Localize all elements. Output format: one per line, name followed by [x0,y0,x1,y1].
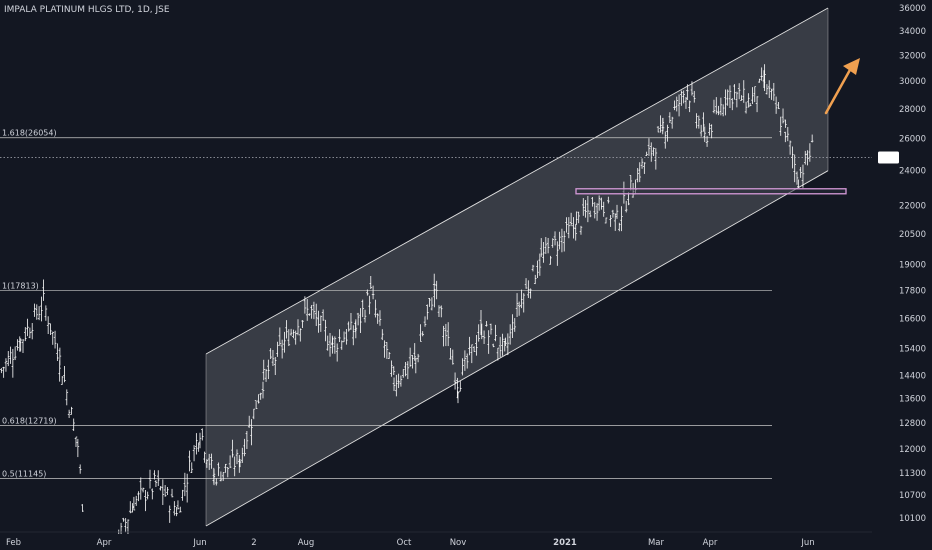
y-axis-tick-label: 10700 [899,491,926,501]
y-axis-tick-label: 12800 [899,419,926,429]
x-axis-tick-label: Aug [298,538,315,548]
fib-level-label: 1.618(26054) [2,129,57,138]
y-axis-tick-label: 34000 [899,27,926,37]
y-axis-tick-label: 17800 [899,287,926,297]
support-zone[interactable] [575,188,847,195]
x-axis-tick-label: 2 [251,538,256,548]
current-price-label[interactable] [878,151,899,164]
y-axis-tick-label: 11300 [899,469,926,479]
y-axis-tick-label: 24000 [899,167,926,177]
channel-lower-line[interactable] [205,170,829,527]
y-axis-tick-label: 14400 [899,372,926,382]
up-arrow-annotation[interactable] [824,66,853,115]
fib-level-label: 0.5(11145) [2,469,46,478]
x-axis-tick-label: Oct [397,538,412,548]
chart-title: IMPALA PLATINUM HLGS LTD, 1D, JSE [4,5,170,15]
y-axis-tick-label: 15400 [899,345,926,355]
y-axis-tick-label: 19000 [899,260,926,270]
up-arrow-head [843,58,860,75]
x-axis-tick-label: Mar [648,538,665,548]
y-axis-tick-label: 30000 [899,77,926,87]
x-axis-tick-label: Nov [450,538,467,548]
y-axis-tick-label: 22000 [899,202,926,212]
y-axis-tick-label: 28000 [899,105,926,115]
y-axis-tick-label: 10100 [899,514,926,524]
x-axis-tick-label: Apr [703,538,718,548]
channel-upper-line[interactable] [205,7,829,355]
y-axis-tick-label: 20500 [899,230,926,240]
y-axis-tick-label: 36000 [899,4,926,14]
fib-level-label: 1(17813) [2,281,39,290]
x-axis-tick-label: Jun [192,538,206,548]
y-axis-tick-label: 16600 [899,315,926,325]
y-axis-tick-label: 32000 [899,51,926,61]
y-axis-tick-label: 13600 [899,395,926,405]
y-axis-tick-label: 12000 [899,445,926,455]
x-axis-tick-label: 2021 [553,538,577,548]
y-axis-tick-label: 26000 [899,135,926,145]
fib-level-label: 0.618(12719) [2,416,57,425]
x-axis-tick-label: Jun [800,538,814,548]
x-axis-tick-label: Apr [97,538,112,548]
x-axis-tick-label: Feb [6,538,21,548]
